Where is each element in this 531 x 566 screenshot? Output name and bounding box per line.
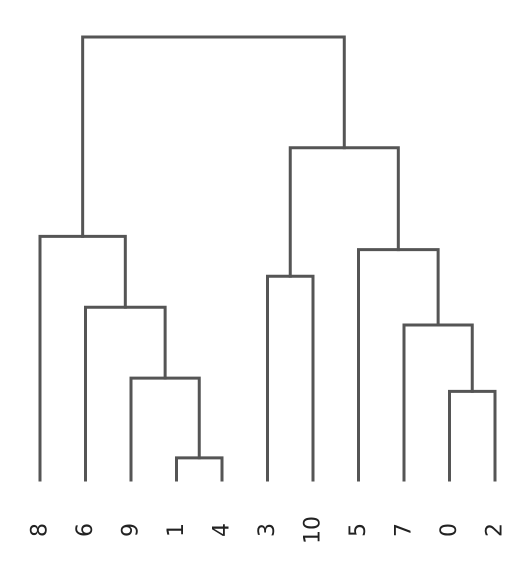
dendrogram-link-7 — [38, 234, 127, 482]
dendrogram-link-2 — [129, 376, 201, 482]
leaf-labels: 8 6 9 1 4 3 10 5 7 0 2 — [28, 516, 508, 544]
leaf-label-2: 2 — [483, 523, 508, 537]
leaf-label-10: 10 — [301, 516, 326, 544]
leaf-label-0: 0 — [437, 523, 462, 537]
dendrogram-link-5 — [357, 248, 440, 482]
dendrogram-link-0 — [175, 456, 224, 482]
leaf-label-5: 5 — [346, 523, 371, 537]
dendrogram-link-8 — [288, 146, 400, 278]
leaf-label-3: 3 — [255, 523, 280, 537]
leaf-label-6: 6 — [73, 523, 98, 537]
dendrogram-link-6 — [266, 274, 315, 482]
dendrogram-link-1 — [448, 389, 497, 482]
leaf-label-9: 9 — [119, 523, 144, 537]
dendrogram-link-3 — [402, 323, 474, 482]
dendrogram-links — [38, 35, 497, 482]
dendrogram-link-4 — [84, 305, 167, 482]
leaf-label-8: 8 — [28, 523, 53, 537]
dendrogram-link-9 — [81, 35, 346, 238]
leaf-label-4: 4 — [210, 523, 235, 537]
leaf-label-1: 1 — [164, 523, 189, 537]
leaf-label-7: 7 — [392, 523, 417, 537]
